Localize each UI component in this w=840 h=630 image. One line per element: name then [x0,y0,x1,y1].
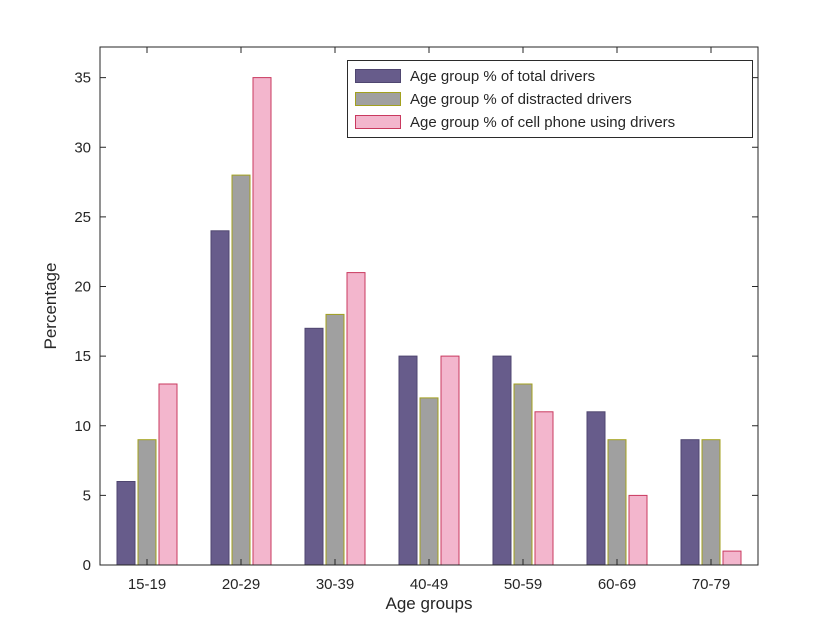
x-tick-label: 50-59 [504,576,542,593]
legend-label: Age group % of total drivers [410,67,596,85]
x-tick-label: 15-19 [128,576,166,593]
y-tick-label: 30 [74,139,91,156]
y-tick-label: 10 [74,418,91,435]
bar [419,397,439,566]
x-axis-label: Age groups [386,594,473,613]
bar [304,327,324,566]
x-tick-label: 20-29 [222,576,260,593]
bar [137,439,157,566]
bar [586,411,606,566]
bar [722,550,742,566]
bar [346,272,366,566]
bar [325,313,345,566]
x-tick-label: 70-79 [692,576,730,593]
legend-item: Age group % of total drivers [355,66,745,86]
legend-swatch-distracted-drivers [355,92,401,106]
x-tick-label: 30-39 [316,576,354,593]
bar [210,230,230,566]
y-tick-label: 35 [74,70,91,87]
y-tick-label: 25 [74,209,91,226]
y-tick-label: 5 [83,487,91,504]
legend-swatch-total-drivers [355,69,401,83]
legend-item: Age group % of distracted drivers [355,89,745,109]
x-tick-label: 60-69 [598,576,636,593]
bar [513,383,533,566]
bar [252,77,272,566]
legend-label: Age group % of distracted drivers [410,90,632,108]
bar [607,439,627,566]
legend-item: Age group % of cell phone using drivers [355,112,745,132]
bar [158,383,178,566]
bar [398,355,418,566]
y-axis-label: Percentage [41,263,60,350]
bar [116,481,136,566]
bar [628,494,648,566]
bar [701,439,721,566]
legend-swatch-cellphone-drivers [355,115,401,129]
legend-label: Age group % of cell phone using drivers [410,113,676,131]
y-tick-label: 15 [74,348,91,365]
legend: Age group % of total drivers Age group %… [347,60,753,138]
y-tick-label: 0 [83,557,91,574]
bar [231,174,251,566]
x-tick-label: 40-49 [410,576,448,593]
bar [492,355,512,566]
bar [680,439,700,566]
bar [440,355,460,566]
bar [534,411,554,566]
y-tick-label: 20 [74,279,91,296]
